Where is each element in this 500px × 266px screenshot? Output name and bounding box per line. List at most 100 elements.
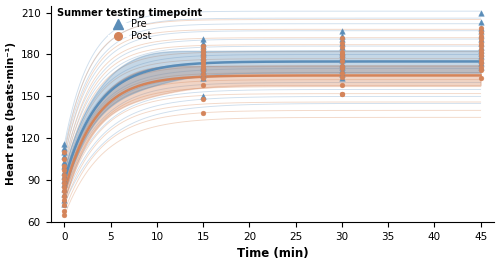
- Point: [199, 55, 207, 59]
- Point: [476, 34, 484, 38]
- Point: [60, 202, 68, 206]
- Point: [338, 55, 346, 59]
- Point: [338, 49, 346, 54]
- Point: [476, 48, 484, 52]
- Point: [199, 49, 207, 54]
- Point: [338, 45, 346, 49]
- Point: [60, 142, 68, 146]
- Point: [338, 45, 346, 49]
- Point: [60, 160, 68, 164]
- Point: [338, 65, 346, 69]
- Point: [338, 52, 346, 57]
- Point: [338, 66, 346, 70]
- Point: [476, 61, 484, 65]
- Point: [476, 48, 484, 52]
- Point: [338, 70, 346, 75]
- Point: [338, 75, 346, 79]
- Point: [476, 68, 484, 72]
- Point: [338, 72, 346, 76]
- Point: [338, 58, 346, 62]
- Y-axis label: Heart rate (beats·min⁻¹): Heart rate (beats·min⁻¹): [6, 42, 16, 185]
- Point: [199, 83, 207, 87]
- Point: [476, 45, 484, 49]
- Point: [338, 52, 346, 57]
- Point: [199, 41, 207, 45]
- Point: [476, 28, 484, 33]
- Point: [60, 164, 68, 168]
- Point: [60, 181, 68, 185]
- Point: [199, 62, 207, 66]
- Point: [476, 65, 484, 69]
- Point: [60, 185, 68, 189]
- Point: [476, 26, 484, 30]
- Point: [476, 65, 484, 69]
- Point: [60, 146, 68, 150]
- Point: [476, 37, 484, 41]
- Point: [476, 41, 484, 45]
- Point: [476, 41, 484, 45]
- Point: [60, 189, 68, 194]
- Point: [60, 213, 68, 217]
- Point: [199, 48, 207, 52]
- Point: [338, 92, 346, 96]
- Point: [476, 58, 484, 62]
- Point: [60, 198, 68, 202]
- Point: [60, 209, 68, 213]
- Point: [338, 41, 346, 45]
- Point: [60, 198, 68, 202]
- Point: [476, 30, 484, 34]
- Point: [60, 178, 68, 182]
- Point: [60, 154, 68, 159]
- Point: [199, 37, 207, 41]
- Point: [199, 52, 207, 57]
- Point: [199, 68, 207, 72]
- Point: [476, 54, 484, 58]
- Point: [199, 57, 207, 61]
- Point: [199, 54, 207, 58]
- Point: [60, 203, 68, 207]
- Point: [476, 76, 484, 80]
- Point: [338, 59, 346, 64]
- Point: [60, 157, 68, 161]
- Point: [199, 59, 207, 64]
- Point: [60, 186, 68, 191]
- Point: [476, 58, 484, 62]
- Point: [338, 49, 346, 54]
- Point: [60, 192, 68, 196]
- Point: [338, 76, 346, 80]
- Point: [60, 193, 68, 198]
- Point: [338, 28, 346, 33]
- Point: [199, 66, 207, 70]
- Point: [338, 68, 346, 72]
- Point: [199, 94, 207, 98]
- Point: [476, 44, 484, 48]
- Point: [476, 33, 484, 37]
- Point: [476, 10, 484, 15]
- Point: [60, 150, 68, 155]
- Point: [476, 26, 484, 30]
- Point: [199, 44, 207, 48]
- Point: [199, 51, 207, 55]
- Point: [60, 182, 68, 186]
- Point: [60, 164, 68, 168]
- Point: [199, 72, 207, 76]
- Point: [476, 37, 484, 41]
- Point: [338, 41, 346, 45]
- Point: [338, 37, 346, 41]
- Point: [199, 47, 207, 51]
- Point: [60, 168, 68, 173]
- Point: [60, 150, 68, 155]
- Point: [60, 174, 68, 178]
- Point: [199, 59, 207, 64]
- Point: [60, 177, 68, 181]
- Point: [338, 64, 346, 68]
- Point: [338, 62, 346, 66]
- Point: [476, 51, 484, 55]
- Point: [338, 55, 346, 59]
- Point: [199, 97, 207, 101]
- Point: [476, 61, 484, 65]
- Point: [199, 76, 207, 80]
- Point: [338, 92, 346, 96]
- Point: [199, 73, 207, 78]
- Point: [338, 83, 346, 87]
